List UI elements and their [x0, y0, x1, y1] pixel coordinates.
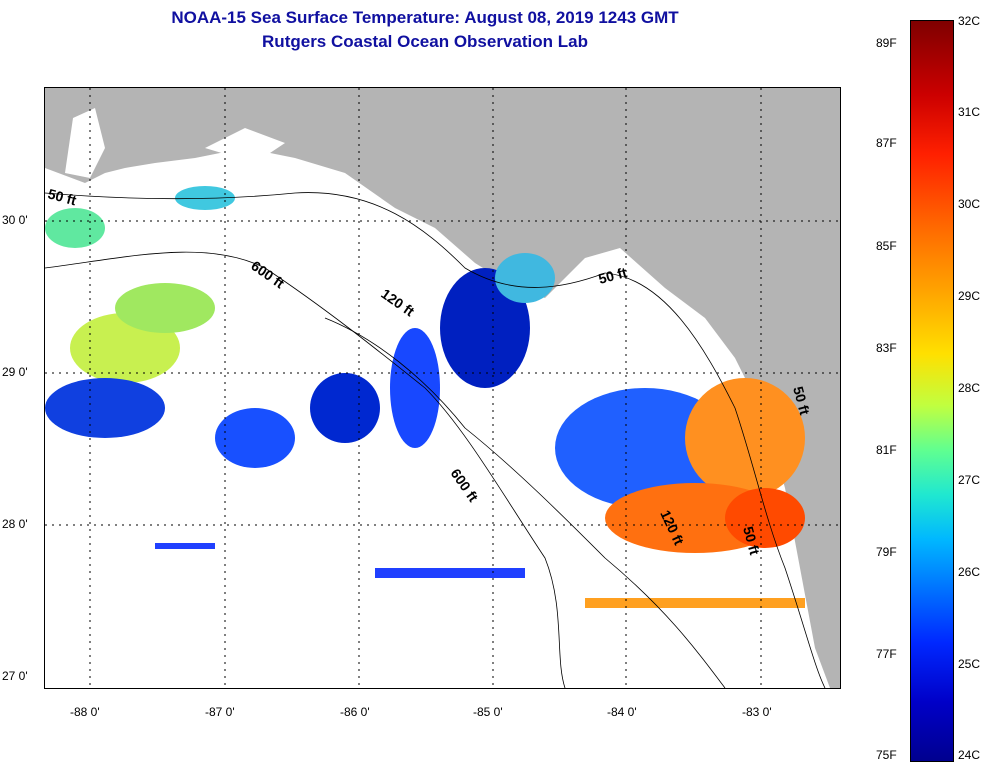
colorbar-celsius-label: 32C [958, 14, 981, 28]
lat-label: 28 0' [2, 517, 28, 531]
lon-label: -86 0' [340, 705, 370, 719]
contour-label: 120 ft [378, 285, 417, 319]
contour-label: 600 ft [248, 257, 287, 291]
graticule [45, 88, 840, 688]
contour-label: 50 ft [46, 185, 78, 208]
colorbar-celsius-label: 24C [958, 748, 981, 762]
colorbar-celsius-label: 26C [958, 565, 981, 579]
contour-label: 50 ft [790, 385, 813, 417]
map-title: NOAA-15 Sea Surface Temperature: August … [171, 8, 679, 27]
colorbar-celsius-label: 28C [958, 381, 981, 395]
colorbar-celsius-label: 25C [958, 657, 981, 671]
lon-label: -85 0' [473, 705, 503, 719]
temperature-colorbar [910, 20, 954, 762]
sst-data [45, 186, 805, 608]
colorbar-fahrenheit-label: 79F [876, 545, 897, 559]
colorbar-fahrenheit-label: 83F [876, 341, 897, 355]
contour-label: 600 ft [448, 466, 482, 505]
land-area [45, 88, 840, 688]
colorbar-fahrenheit-label: 87F [876, 136, 897, 150]
lat-label: 27 0' [2, 669, 28, 683]
map-subtitle: Rutgers Coastal Ocean Observation Lab [262, 32, 588, 51]
bay-area [65, 108, 285, 178]
contour-label: 50 ft [740, 525, 763, 557]
colorbar-celsius-label: 31C [958, 105, 981, 119]
lon-label: -87 0' [205, 705, 235, 719]
lat-label: 30 0' [2, 213, 28, 227]
lon-label: -83 0' [742, 705, 772, 719]
sst-map: 50 ft 600 ft 120 ft 50 ft 600 ft 120 ft … [44, 87, 841, 689]
contour-label: 50 ft [597, 264, 629, 287]
colorbar-celsius-label: 30C [958, 197, 981, 211]
colorbar-fahrenheit-label: 81F [876, 443, 897, 457]
bathymetry-contours [45, 192, 826, 688]
lon-label: -84 0' [607, 705, 637, 719]
lat-label: 29 0' [2, 365, 28, 379]
map-canvas: 50 ft 600 ft 120 ft 50 ft 600 ft 120 ft … [45, 88, 840, 688]
lon-label: -88 0' [70, 705, 100, 719]
colorbar-celsius-label: 29C [958, 289, 981, 303]
colorbar-fahrenheit-label: 75F [876, 748, 897, 762]
colorbar-fahrenheit-label: 89F [876, 36, 897, 50]
colorbar-fahrenheit-label: 77F [876, 647, 897, 661]
colorbar-fahrenheit-label: 85F [876, 239, 897, 253]
colorbar-celsius-label: 27C [958, 473, 981, 487]
